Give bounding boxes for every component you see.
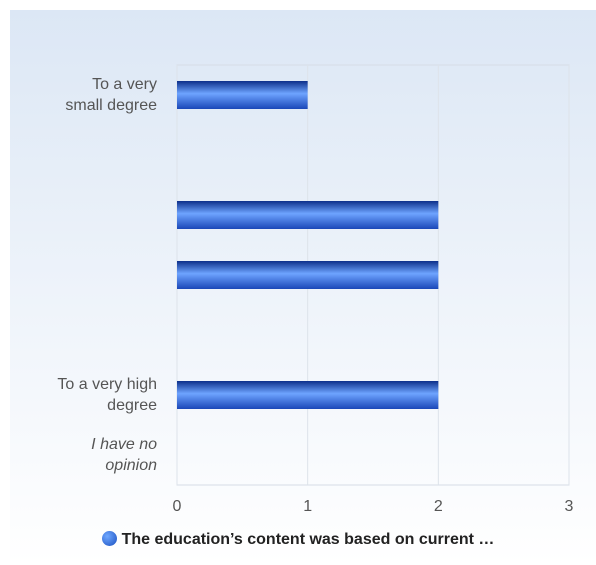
x-tick-label: 2 — [434, 498, 443, 515]
legend-marker — [101, 531, 117, 546]
legend: The education’s content was based on cur… — [0, 531, 596, 549]
y-tick-label: I have no opinion — [91, 436, 157, 474]
bar — [177, 261, 439, 289]
bar — [177, 81, 308, 109]
x-tick-label: 1 — [303, 498, 312, 515]
bar — [177, 381, 439, 409]
y-tick-label: To a very high degree — [57, 376, 157, 414]
x-tick-label: 3 — [565, 498, 574, 515]
y-tick-label: To a very small degree — [65, 76, 157, 114]
legend-label: The education’s content was based on cur… — [121, 531, 495, 548]
bar — [177, 201, 439, 229]
x-tick-label: 0 — [173, 498, 182, 515]
